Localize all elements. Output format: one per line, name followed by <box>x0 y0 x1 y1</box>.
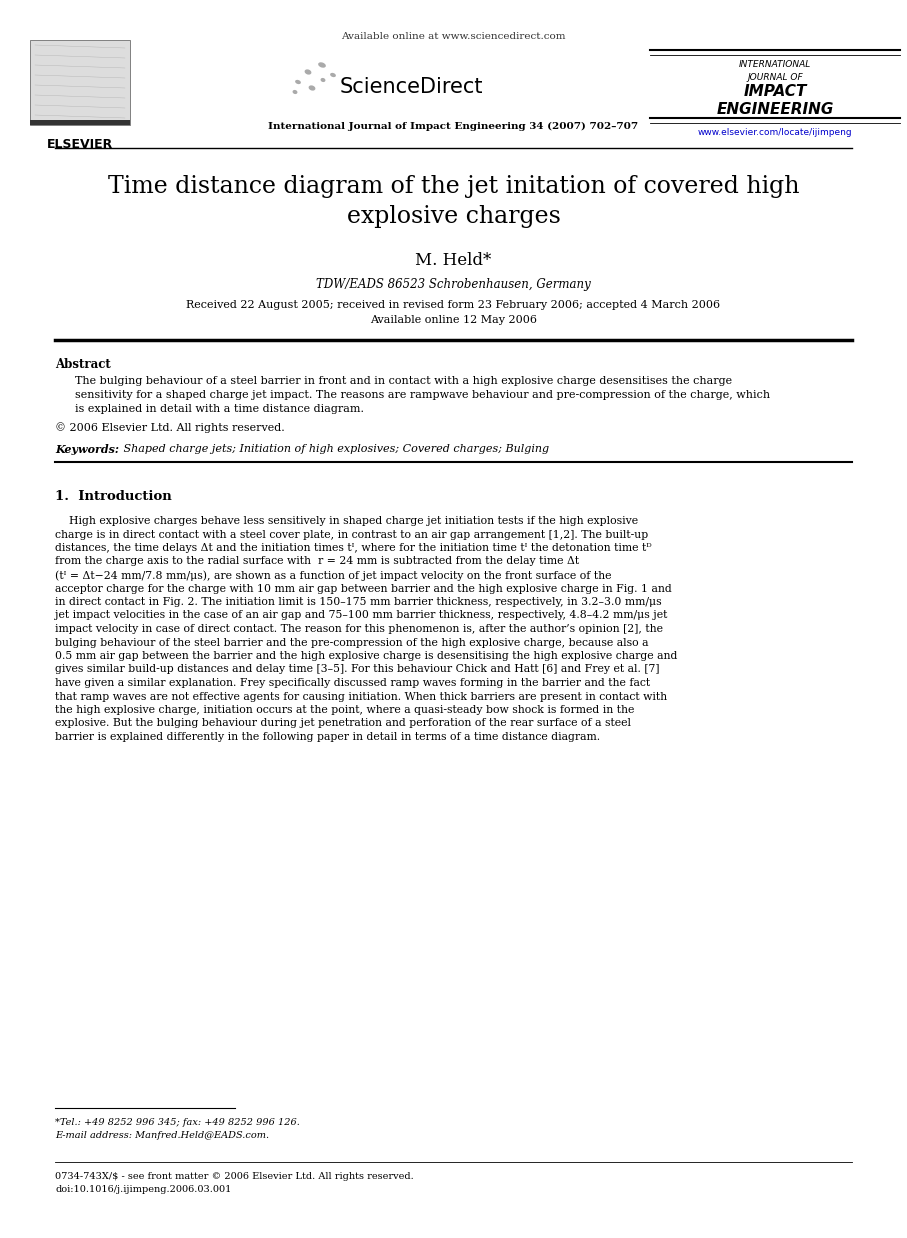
Ellipse shape <box>320 78 326 82</box>
Text: Keywords:: Keywords: <box>55 444 119 456</box>
Text: Available online 12 May 2006: Available online 12 May 2006 <box>370 314 537 326</box>
Text: is explained in detail with a time distance diagram.: is explained in detail with a time dista… <box>75 404 364 413</box>
Text: TDW/EADS 86523 Schrobenhausen, Germany: TDW/EADS 86523 Schrobenhausen, Germany <box>317 279 590 291</box>
Text: Available online at www.sciencedirect.com: Available online at www.sciencedirect.co… <box>341 32 566 41</box>
Text: distances, the time delays Δt and the initiation times tᴵ, where for the initiat: distances, the time delays Δt and the in… <box>55 543 652 553</box>
Text: that ramp waves are not effective agents for causing initiation. When thick barr: that ramp waves are not effective agents… <box>55 692 668 702</box>
Text: explosive charges: explosive charges <box>346 206 561 228</box>
Text: JOURNAL OF: JOURNAL OF <box>747 73 803 82</box>
Text: ScienceDirect: ScienceDirect <box>340 77 483 97</box>
Ellipse shape <box>295 80 301 84</box>
Text: M. Held*: M. Held* <box>415 253 492 269</box>
Text: explosive. But the bulging behaviour during jet penetration and perforation of t: explosive. But the bulging behaviour dur… <box>55 718 631 728</box>
Ellipse shape <box>293 90 297 94</box>
Text: www.elsevier.com/locate/ijimpeng: www.elsevier.com/locate/ijimpeng <box>697 128 853 137</box>
Text: gives similar build-up distances and delay time [3–5]. For this behaviour Chick : gives similar build-up distances and del… <box>55 665 659 675</box>
Bar <box>30 40 130 125</box>
Text: sensitivity for a shaped charge jet impact. The reasons are rampwave behaviour a: sensitivity for a shaped charge jet impa… <box>75 390 770 400</box>
Text: Abstract: Abstract <box>55 358 111 371</box>
Text: Shaped charge jets; Initiation of high explosives; Covered charges; Bulging: Shaped charge jets; Initiation of high e… <box>120 444 549 454</box>
Text: doi:10.1016/j.ijimpeng.2006.03.001: doi:10.1016/j.ijimpeng.2006.03.001 <box>55 1185 231 1193</box>
Text: International Journal of Impact Engineering 34 (2007) 702–707: International Journal of Impact Engineer… <box>268 123 639 131</box>
Text: from the charge axis to the radial surface with  r = 24 mm is subtracted from th: from the charge axis to the radial surfa… <box>55 557 580 567</box>
Text: Time distance diagram of the jet initation of covered high: Time distance diagram of the jet initati… <box>108 175 799 198</box>
Text: ELSEVIER: ELSEVIER <box>47 137 113 151</box>
Text: bulging behaviour of the steel barrier and the pre-compression of the high explo: bulging behaviour of the steel barrier a… <box>55 638 649 647</box>
Ellipse shape <box>318 62 326 68</box>
Text: (tᴵ = Δt−24 mm/7.8 mm/μs), are shown as a function of jet impact velocity on the: (tᴵ = Δt−24 mm/7.8 mm/μs), are shown as … <box>55 569 611 581</box>
Ellipse shape <box>308 85 316 90</box>
Ellipse shape <box>330 73 336 77</box>
Text: jet impact velocities in the case of an air gap and 75–100 mm barrier thickness,: jet impact velocities in the case of an … <box>55 610 668 620</box>
Text: impact velocity in case of direct contact. The reason for this phenomenon is, af: impact velocity in case of direct contac… <box>55 624 663 634</box>
Text: have given a similar explanation. Frey specifically discussed ramp waves forming: have given a similar explanation. Frey s… <box>55 678 650 688</box>
Text: © 2006 Elsevier Ltd. All rights reserved.: © 2006 Elsevier Ltd. All rights reserved… <box>55 422 285 433</box>
Text: ENGINEERING: ENGINEERING <box>717 102 834 118</box>
Text: IMPACT: IMPACT <box>744 84 806 99</box>
Text: E-mail address: Manfred.Held@EADS.com.: E-mail address: Manfred.Held@EADS.com. <box>55 1132 269 1140</box>
Ellipse shape <box>305 69 311 74</box>
Bar <box>30 120 130 125</box>
Text: Received 22 August 2005; received in revised form 23 February 2006; accepted 4 M: Received 22 August 2005; received in rev… <box>187 300 720 310</box>
Text: 1.  Introduction: 1. Introduction <box>55 490 171 503</box>
Text: 0.5 mm air gap between the barrier and the high explosive charge is desensitisin: 0.5 mm air gap between the barrier and t… <box>55 651 678 661</box>
Text: barrier is explained differently in the following paper in detail in terms of a : barrier is explained differently in the … <box>55 732 600 742</box>
Text: *Tel.: +49 8252 996 345; fax: +49 8252 996 126.: *Tel.: +49 8252 996 345; fax: +49 8252 9… <box>55 1118 300 1127</box>
Text: INTERNATIONAL: INTERNATIONAL <box>739 59 811 69</box>
Text: High explosive charges behave less sensitively in shaped charge jet initiation t: High explosive charges behave less sensi… <box>55 516 639 526</box>
Text: acceptor charge for the charge with 10 mm air gap between barrier and the high e: acceptor charge for the charge with 10 m… <box>55 583 672 593</box>
Text: the high explosive charge, initiation occurs at the point, where a quasi-steady : the high explosive charge, initiation oc… <box>55 704 634 716</box>
Text: The bulging behaviour of a steel barrier in front and in contact with a high exp: The bulging behaviour of a steel barrier… <box>75 376 732 386</box>
Text: in direct contact in Fig. 2. The initiation limit is 150–175 mm barrier thicknes: in direct contact in Fig. 2. The initiat… <box>55 597 661 607</box>
Text: charge is in direct contact with a steel cover plate, in contrast to an air gap : charge is in direct contact with a steel… <box>55 530 649 540</box>
Text: 0734-743X/$ - see front matter © 2006 Elsevier Ltd. All rights reserved.: 0734-743X/$ - see front matter © 2006 El… <box>55 1172 414 1181</box>
